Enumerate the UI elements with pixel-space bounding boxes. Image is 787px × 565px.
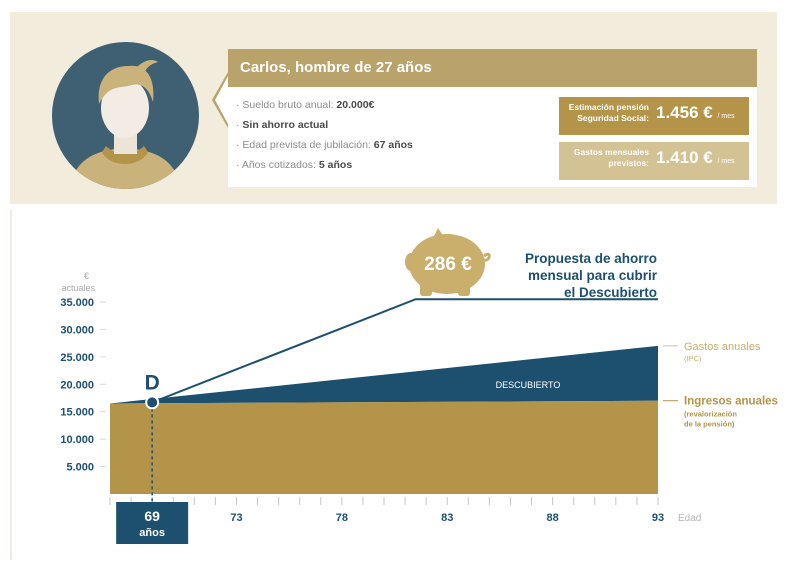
legend-label-ingresos: Ingresos anuales (684, 396, 778, 408)
pension-value: 1.456 € / mes (656, 103, 735, 122)
y-axis: € actuales 5.000 10.000 15.000 20.000 25.000… (60, 271, 106, 474)
detail-years-contributed: · Años cotizados: 5 años (236, 159, 353, 171)
legend-label-gastos: Gastos anuales (684, 341, 761, 353)
gap-label: DESCUBIERTO (496, 380, 561, 390)
legend-sub-gastos: (IPC) (684, 354, 702, 363)
expenses-value: 1.410 € / mes (656, 148, 735, 167)
y-tick-label: 25.000 (60, 352, 94, 364)
savings-caption: el Descubierto (564, 285, 657, 300)
piggy-bank-icon (405, 228, 491, 296)
expenses-box: Gastos mensuales previstos: 1.410 € / mes (559, 142, 749, 180)
x-tick-label: 93 (652, 512, 664, 524)
x-axis-label: Edad (678, 513, 701, 524)
y-tick-label: 20.000 (60, 379, 94, 391)
y-tick-label: 10.000 (60, 434, 94, 446)
detail-savings: · Sin ahorro actual (236, 119, 329, 131)
legend-sub-ingresos: (revalorización (684, 410, 737, 419)
y-tick-label: 30.000 (60, 324, 94, 336)
savings-caption: mensual para cubrir (528, 268, 658, 283)
x-tick-label: 73 (230, 512, 242, 524)
x-tick-label: 83 (441, 512, 453, 524)
avatar (52, 42, 199, 189)
savings-caption: Propuesta de ahorro (525, 251, 657, 266)
series-area-ingresos (110, 400, 658, 494)
marker-point (145, 395, 160, 410)
y-unit-label: actuales (61, 283, 95, 293)
detail-salary: · Sueldo bruto anual: 20.000€ (236, 99, 375, 111)
expenses-label: Gastos mensuales previstos: (573, 147, 649, 168)
y-tick-label: 5.000 (66, 462, 94, 474)
pension-estimate-box: Estimación pensión Seguridad Social: 1.45… (559, 97, 749, 135)
start-age-unit: años (139, 527, 165, 539)
marker-label: D (145, 371, 160, 394)
savings-line (151, 298, 658, 404)
start-age-label: 69 (144, 508, 160, 524)
series-area-gastos (110, 345, 658, 404)
x-tick-label: 78 (336, 512, 348, 524)
x-tick-label: 88 (546, 512, 558, 524)
detail-retirement-age: · Edad prevista de jubilación: 67 años (236, 139, 413, 151)
y-tick-label: 15.000 (60, 407, 94, 419)
profile-details: · Sueldo bruto anual: 20.000€ · Sin ahor… (236, 95, 556, 175)
savings-amount: 286 € (424, 254, 472, 275)
profile-card: Carlos, hombre de 27 años · Sueldo bruto… (228, 49, 757, 187)
y-unit-label: € (84, 271, 89, 281)
profile-title: Carlos, hombre de 27 años (228, 49, 757, 87)
x-axis: 73 78 83 88 93 Edad 69 años (109, 494, 701, 544)
pension-label: Estimación pensión Seguridad Social: (568, 102, 649, 123)
legend-sub-ingresos: de la pensión) (684, 420, 735, 429)
y-tick-label: 35.000 (60, 297, 94, 309)
start-age-box (116, 502, 189, 544)
